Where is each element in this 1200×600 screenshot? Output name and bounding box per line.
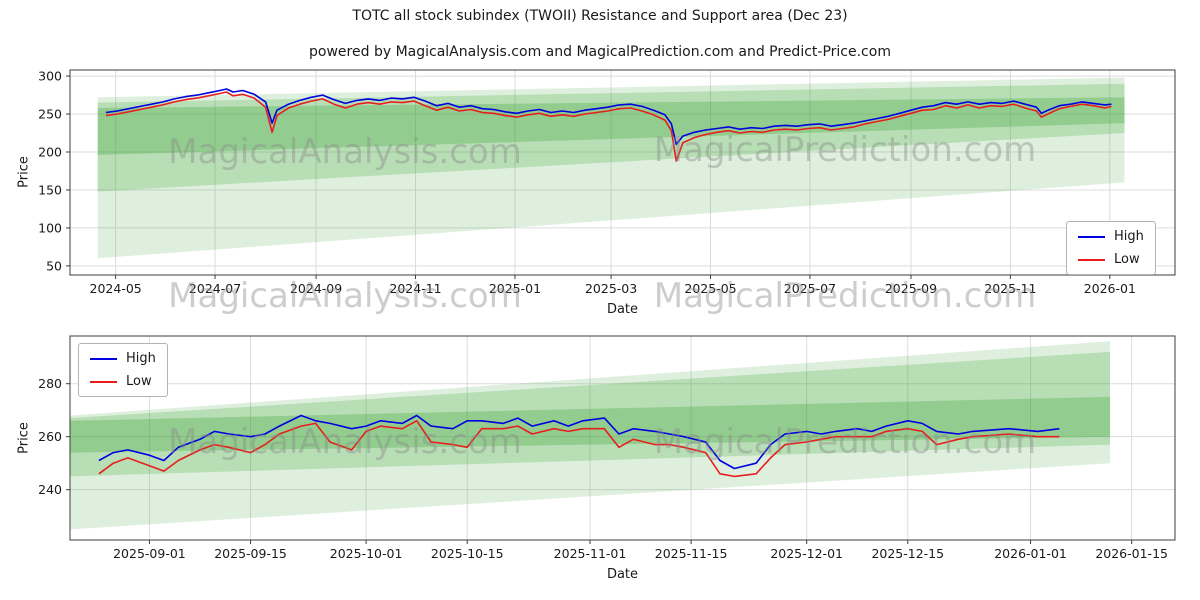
legend-label-low: Low (1114, 252, 1140, 267)
x-tick-label: 2025-05 (684, 281, 736, 296)
legend-label-low: Low (126, 374, 152, 389)
legend-top-chart: High Low (1066, 221, 1156, 275)
x-tick-label: 2025-11-15 (655, 546, 728, 561)
x-tick-label: 2025-01 (489, 281, 541, 296)
y-tick-label: 100 (38, 220, 62, 235)
legend-item-low: Low (90, 374, 156, 389)
x-tick-label: 2025-10-01 (330, 546, 403, 561)
y-axis-label-bottom-chart: Price (16, 422, 32, 454)
high-line-swatch (90, 357, 117, 360)
support-resistance-band-dark (70, 396, 1110, 453)
x-tick-label: 2024-07 (189, 281, 241, 296)
x-tick-label: 2025-11 (984, 281, 1036, 296)
support-resistance-band-mid (97, 83, 1125, 192)
y-tick-label: 300 (38, 69, 62, 84)
series-line-low (98, 419, 1060, 478)
legend-item-high: High (90, 351, 156, 366)
y-tick-label: 50 (46, 258, 62, 273)
figure-subtitle: powered by MagicalAnalysis.com and Magic… (309, 44, 891, 60)
low-line-swatch (1078, 258, 1105, 261)
series-line-low (105, 91, 1112, 162)
x-tick-label: 2025-03 (585, 281, 637, 296)
x-tick-label: 2024-05 (90, 281, 142, 296)
x-tick-label: 2025-12-01 (770, 546, 843, 561)
x-tick-label: 2024-11 (389, 281, 441, 296)
x-tick-label: 2025-11-01 (554, 546, 627, 561)
legend-label-high: High (126, 351, 156, 366)
support-resistance-band-mid (70, 351, 1110, 477)
x-tick-label: 2025-09-15 (214, 546, 287, 561)
legend-bottom-chart: High Low (78, 343, 168, 397)
legend-item-high: High (1078, 229, 1144, 244)
x-axis-label-top-chart: Date (606, 302, 639, 317)
legend-item-low: Low (1078, 252, 1144, 267)
low-line-swatch (90, 380, 117, 383)
high-line-swatch (1078, 235, 1105, 238)
x-tick-label: 2026-01-01 (994, 546, 1067, 561)
x-tick-label: 2024-09 (290, 281, 342, 296)
series-line-high (98, 414, 1060, 470)
support-resistance-band-dark (97, 97, 1125, 155)
y-tick-label: 280 (38, 376, 62, 391)
x-tick-label: 2025-09 (885, 281, 937, 296)
x-tick-label: 2025-07 (784, 281, 836, 296)
x-tick-label: 2025-12-15 (871, 546, 944, 561)
plot-border (69, 335, 1176, 541)
series-line-high (105, 88, 1112, 146)
y-axis-label-top-chart: Price (16, 156, 32, 188)
y-tick-label: 250 (38, 107, 62, 122)
x-tick-label: 2025-09-01 (113, 546, 186, 561)
y-tick-label: 240 (38, 482, 62, 497)
y-tick-label: 150 (38, 182, 62, 197)
y-tick-label: 260 (38, 429, 62, 444)
x-tick-label: 2026-01 (1084, 281, 1136, 296)
x-tick-label: 2026-01-15 (1095, 546, 1168, 561)
x-tick-label: 2025-10-15 (431, 546, 504, 561)
plot-border (69, 69, 1176, 276)
y-tick-label: 200 (38, 145, 62, 160)
figure-title: TOTC all stock subindex (TWOII) Resistan… (352, 8, 848, 24)
support-resistance-band-light (70, 341, 1110, 530)
legend-label-high: High (1114, 229, 1144, 244)
x-axis-label-bottom-chart: Date (606, 567, 639, 582)
